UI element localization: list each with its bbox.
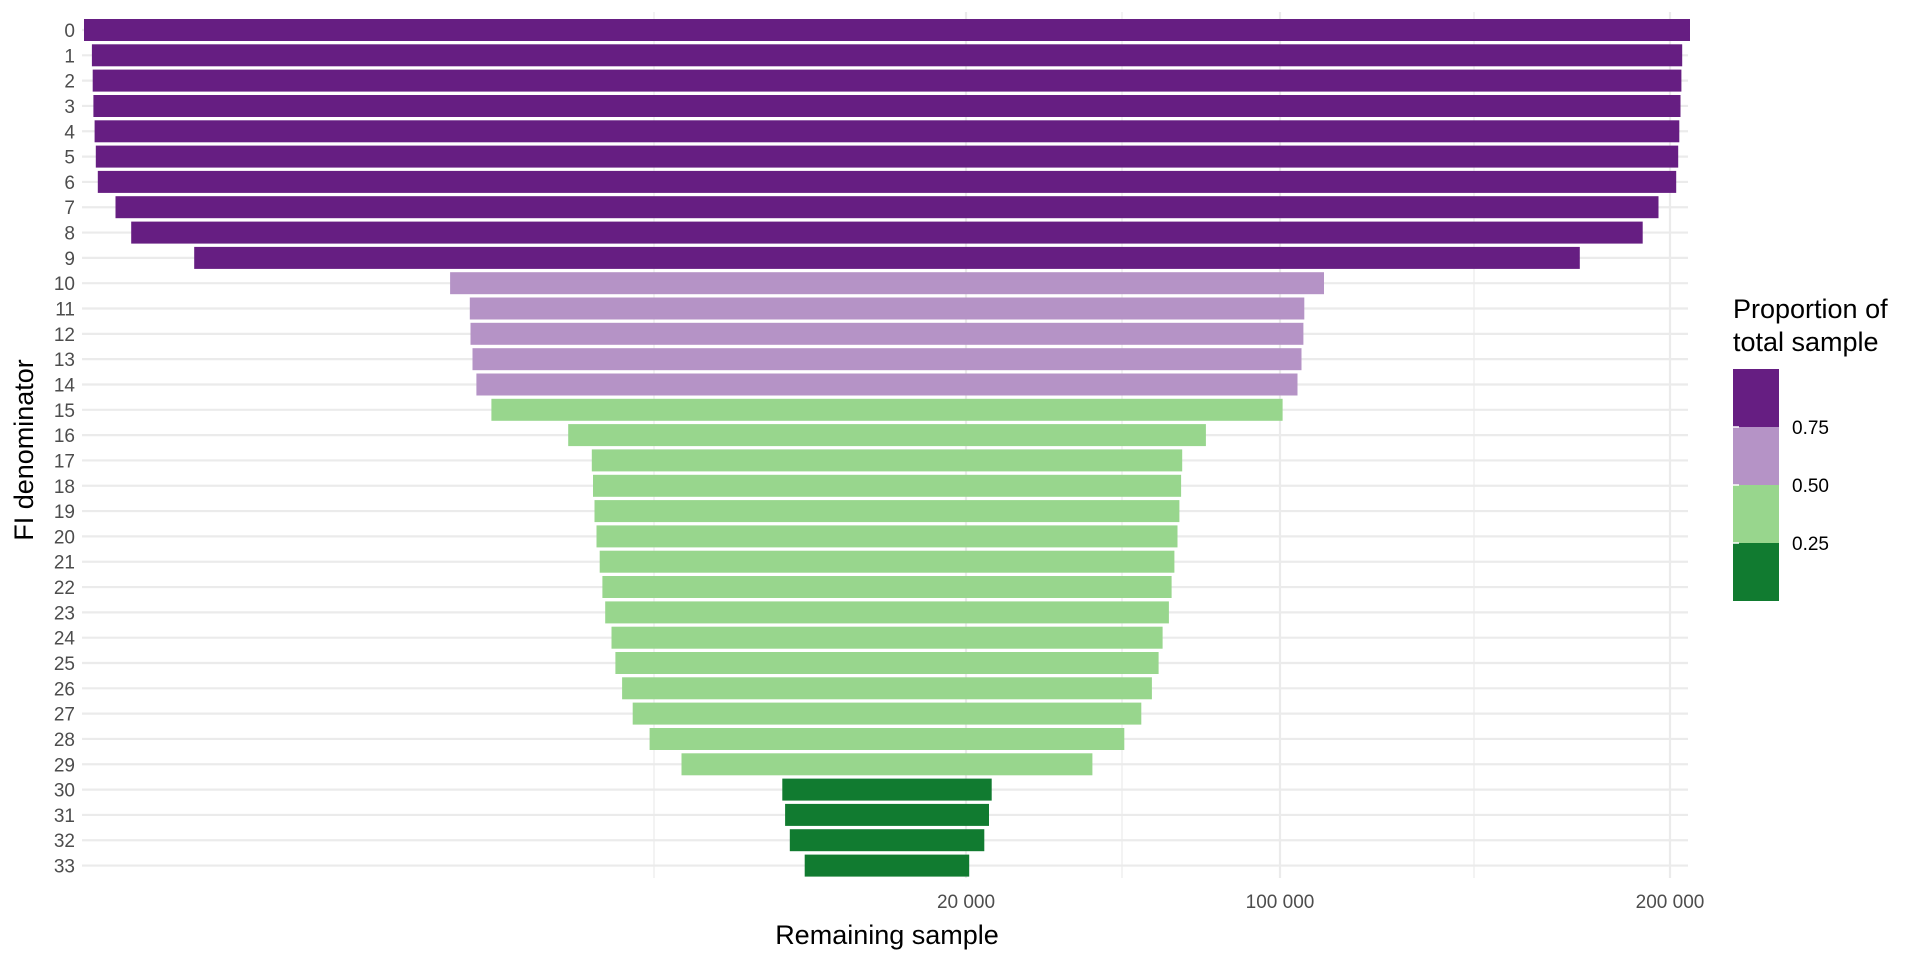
bar-4: [94, 120, 1680, 143]
legend-title-line-2: total sample: [1733, 327, 1879, 357]
bar-2: [92, 69, 1682, 92]
y-tick-label: 17: [54, 451, 75, 472]
bar-1: [91, 44, 1683, 67]
y-tick-layer: 0123456789101112131415161718192021222324…: [54, 21, 76, 878]
bar-8: [131, 221, 1643, 244]
bar-15: [491, 398, 1283, 421]
bar-19: [594, 500, 1180, 523]
y-tick-label: 0: [64, 21, 75, 42]
bar-14: [476, 373, 1298, 396]
y-tick-label: 4: [64, 122, 75, 143]
bar-22: [602, 576, 1172, 598]
legend-title-line-1: Proportion of: [1733, 294, 1888, 324]
bar-23: [605, 601, 1169, 624]
bar-26: [622, 677, 1152, 700]
y-tick-label: 2: [64, 72, 75, 93]
legend-swatch: [1733, 543, 1779, 601]
x-tick-label: 20 000: [937, 892, 995, 913]
bar-5: [95, 145, 1679, 168]
bar-25: [615, 652, 1159, 674]
y-tick-label: 32: [54, 831, 75, 852]
y-tick-label: 21: [54, 553, 75, 574]
bar-20: [596, 525, 1178, 548]
y-tick-label: 12: [54, 325, 75, 346]
bar-0: [84, 19, 1690, 41]
bar-32: [789, 829, 985, 852]
bar-27: [632, 702, 1142, 725]
bar-3: [93, 95, 1681, 117]
y-tick-label: 15: [54, 401, 75, 422]
bar-33: [804, 854, 970, 877]
bar-28: [649, 728, 1125, 750]
y-tick-label: 28: [54, 730, 75, 751]
bar-24: [611, 626, 1163, 649]
y-tick-label: 10: [54, 274, 75, 295]
y-tick-label: 11: [55, 300, 75, 321]
bar-10: [450, 272, 1325, 295]
x-tick-label: 200 000: [1636, 892, 1705, 913]
y-tick-label: 18: [54, 477, 75, 498]
y-tick-label: 6: [64, 173, 75, 194]
y-tick-label: 27: [54, 705, 75, 726]
bar-6: [97, 170, 1677, 193]
legend-label: 0.75: [1792, 418, 1829, 439]
legend-swatch: [1733, 485, 1779, 543]
y-tick-label: 29: [54, 755, 75, 776]
legend-swatch: [1733, 427, 1779, 485]
legend-labels: 0.75 0.50 0.25: [1792, 418, 1829, 555]
y-tick-label: 7: [64, 198, 75, 219]
bar-29: [681, 753, 1093, 776]
legend: Proportion of total sample 0.75 0.50 0.25: [1733, 294, 1888, 601]
bar-11: [469, 297, 1305, 320]
y-tick-label: 14: [54, 376, 76, 397]
x-axis-title: Remaining sample: [775, 920, 999, 950]
y-tick-label: 9: [64, 249, 75, 270]
bar-12: [470, 322, 1304, 345]
y-tick-label: 5: [64, 148, 75, 169]
x-tick-layer: 20 000 100 000 200 000: [937, 892, 1704, 913]
legend-swatch: [1733, 369, 1779, 427]
bar-7: [115, 196, 1659, 219]
y-tick-label: 33: [54, 857, 75, 878]
y-tick-label: 24: [54, 629, 76, 650]
legend-label: 0.50: [1792, 476, 1829, 497]
y-tick-label: 26: [54, 679, 75, 700]
bar-17: [591, 449, 1183, 472]
bar-16: [568, 424, 1206, 447]
y-tick-label: 3: [64, 97, 75, 118]
y-tick-label: 19: [54, 502, 75, 523]
x-tick-label: 100 000: [1246, 892, 1315, 913]
bar-9: [194, 246, 1580, 269]
bar-18: [593, 474, 1182, 497]
y-tick-label: 23: [54, 603, 75, 624]
y-tick-label: 30: [54, 781, 75, 802]
y-tick-label: 31: [54, 806, 75, 827]
y-axis-title: FI denominator: [9, 359, 39, 541]
bar-30: [782, 778, 992, 801]
y-tick-label: 8: [64, 224, 75, 245]
y-tick-label: 25: [54, 654, 75, 675]
legend-swatches: [1733, 369, 1779, 601]
y-tick-label: 13: [54, 350, 75, 371]
y-tick-label: 1: [64, 46, 75, 67]
y-tick-label: 22: [54, 578, 75, 599]
bar-31: [785, 803, 989, 826]
y-tick-label: 16: [54, 426, 75, 447]
bar-21: [599, 550, 1175, 573]
bar-layer: [84, 19, 1690, 877]
legend-label: 0.25: [1792, 534, 1829, 555]
y-tick-label: 20: [54, 527, 75, 548]
bar-13: [472, 348, 1302, 371]
